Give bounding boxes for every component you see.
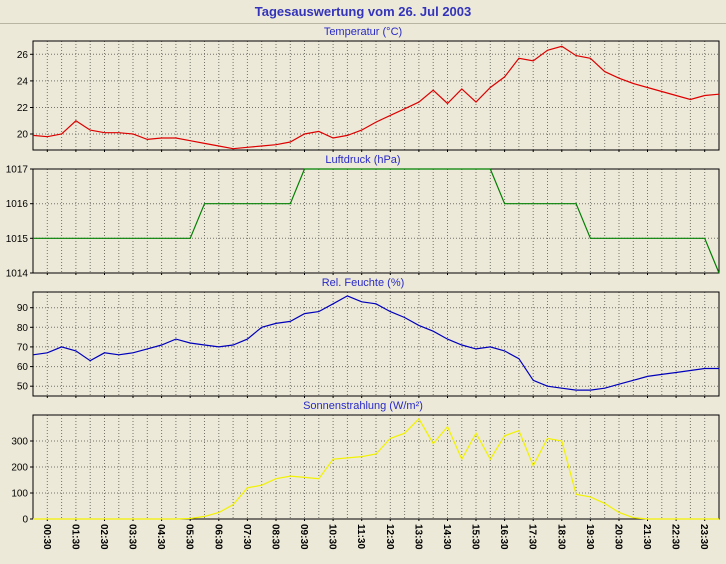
x-tick-label: 12:30 [384, 524, 395, 550]
page-title: Tagesauswertung vom 26. Jul 2003 [254, 4, 472, 19]
plot-frame [32, 414, 720, 520]
chart-title-feuchte: Rel. Feuchte (%) [321, 277, 405, 289]
y-tick-label: 1016 [6, 199, 29, 210]
x-tick-label: 14:30 [441, 524, 452, 550]
x-tick-label: 18:30 [555, 524, 566, 550]
x-tick-label: 22:30 [670, 524, 681, 550]
sonnenstrahlung-chart: 0 100 200 300 [11, 414, 720, 526]
x-tick-label: 07:30 [241, 524, 252, 550]
y-tick-label: 100 [11, 489, 28, 500]
chart-panel-luftdruck: Luftdruck (hPa) 1014 1015 1016 1017 [0, 152, 726, 280]
y-tick-label: 26 [17, 50, 29, 61]
y-tick-label: 200 [11, 463, 28, 474]
plot-frame [32, 291, 720, 397]
y-tick-label: 60 [17, 362, 29, 373]
x-tick-label: 17:30 [527, 524, 538, 550]
x-tick-label: 11:30 [355, 524, 366, 549]
y-tick-label: 1015 [6, 234, 29, 245]
x-tick-label: 04:30 [155, 524, 166, 550]
y-tick-label: 0 [22, 515, 28, 526]
x-tick-label: 19:30 [584, 524, 595, 550]
x-tick-label: 21:30 [641, 524, 652, 550]
plot-frame [32, 40, 720, 151]
chart-panel-sonnenstrahlung: Sonnenstrahlung (W/m²) 0 100 200 300 [0, 398, 726, 526]
feuchte-series [32, 295, 719, 391]
y-tick-label: 70 [17, 342, 29, 353]
x-tick-label: 06:30 [212, 524, 223, 550]
chart-title-luftdruck: Luftdruck (hPa) [325, 154, 401, 166]
x-tick-label: 10:30 [327, 524, 338, 550]
chart-panel-temperatur: Temperatur (°C) 20 22 24 26 [0, 24, 726, 152]
luftdruck-series [33, 168, 720, 274]
x-axis-labels: 00:30 01:30 02:30 03:30 04:30 05:30 06:30 07:30… [41, 524, 709, 550]
x-tick-label: 23:30 [698, 524, 709, 550]
temperatur-series [32, 45, 720, 150]
y-tick-label: 20 [17, 130, 29, 141]
chart-title-temperatur: Temperatur (°C) [323, 26, 403, 38]
y-tick-label: 300 [11, 437, 28, 448]
y-tick-label: 80 [17, 323, 29, 334]
y-tick-label: 1017 [6, 165, 29, 176]
temperatur-chart: 20 22 24 26 [17, 40, 720, 152]
x-tick-label: 02:30 [98, 524, 109, 550]
x-tick-label: 00:30 [41, 524, 52, 550]
chart-title-sonnenstrahlung: Sonnenstrahlung (W/m²) [303, 400, 423, 412]
y-tick-label: 1014 [6, 269, 29, 280]
x-tick-label: 15:30 [470, 524, 481, 550]
x-tick-label: 05:30 [184, 524, 195, 550]
chart-panel-feuchte: Rel. Feuchte (%) 50 60 70 80 90 [0, 275, 726, 398]
page-header: Tagesauswertung vom 26. Jul 2003 [0, 0, 726, 24]
x-tick-label: 09:30 [298, 524, 309, 550]
x-tick-label: 03:30 [127, 524, 138, 550]
x-tick-label: 01:30 [69, 524, 80, 550]
x-tick-label: 08:30 [270, 524, 281, 550]
sonnenstrahlung-series [33, 417, 719, 520]
x-tick-label: 20:30 [613, 524, 624, 550]
luftdruck-chart: 1014 1015 1016 1017 [6, 165, 720, 280]
x-tick-label: 13:30 [412, 524, 423, 550]
y-tick-label: 22 [17, 103, 29, 114]
y-tick-label: 90 [17, 303, 29, 314]
y-tick-label: 50 [17, 382, 29, 393]
y-tick-label: 24 [17, 76, 29, 87]
x-tick-label: 16:30 [498, 524, 509, 550]
feuchte-chart: 50 60 70 80 90 [17, 291, 720, 398]
